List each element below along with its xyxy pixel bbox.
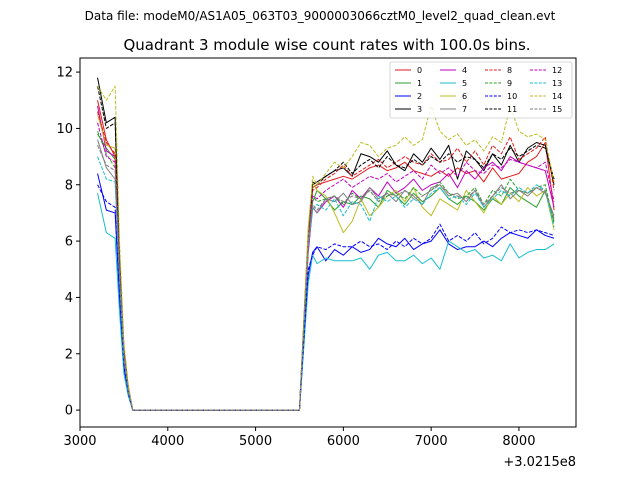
legend-label-5: 5	[462, 79, 467, 88]
y-tick-label-4: 4	[65, 291, 73, 306]
y-tick-label-0: 0	[65, 404, 73, 419]
axes-frame	[79, 57, 577, 428]
legend-label-14: 14	[552, 92, 562, 101]
legend-label-6: 6	[462, 92, 467, 101]
legend-label-11: 11	[507, 105, 517, 114]
legend-label-10: 10	[507, 92, 517, 101]
series-line-13	[97, 156, 555, 411]
x-axis-offset-label: +3.0215e8	[503, 455, 576, 470]
series-line-11	[97, 86, 555, 411]
legend-label-2: 2	[417, 92, 422, 101]
legend-label-12: 12	[552, 66, 562, 75]
x-tick-label-7000: 7000	[415, 434, 448, 449]
legend-box	[389, 61, 573, 119]
x-tick-label-6000: 6000	[327, 434, 360, 449]
legend-label-8: 8	[507, 66, 512, 75]
series-line-14	[97, 85, 555, 411]
legend-label-4: 4	[462, 66, 467, 75]
legend-label-13: 13	[552, 79, 562, 88]
legend-label-1: 1	[417, 79, 422, 88]
series-layer	[97, 77, 555, 411]
legend-label-7: 7	[462, 105, 467, 114]
x-tick-label-4000: 4000	[151, 434, 184, 449]
chart-title: Quadrant 3 module wise count rates with …	[123, 36, 530, 54]
chart-suptitle: Data file: modeM0/AS1A05_063T03_90000030…	[85, 9, 556, 23]
y-tick-label-12: 12	[56, 66, 73, 81]
series-line-15	[97, 145, 555, 411]
x-tick-label-3000: 3000	[63, 434, 96, 449]
y-axis: 0 2 4 6 8 10 12	[56, 66, 80, 419]
legend-label-9: 9	[507, 79, 512, 88]
y-tick-label-2: 2	[65, 347, 73, 362]
legend-label-15: 15	[552, 105, 562, 114]
plot-area	[79, 57, 577, 428]
legend-label-3: 3	[417, 105, 422, 114]
x-tick-label-5000: 5000	[239, 434, 272, 449]
x-axis: 3000 4000 5000 6000 7000 8000	[63, 427, 535, 449]
x-tick-label-8000: 8000	[502, 434, 535, 449]
legend-label-0: 0	[417, 66, 422, 75]
y-tick-label-8: 8	[65, 178, 73, 193]
y-tick-label-6: 6	[65, 235, 73, 250]
y-tick-label-10: 10	[56, 122, 73, 137]
